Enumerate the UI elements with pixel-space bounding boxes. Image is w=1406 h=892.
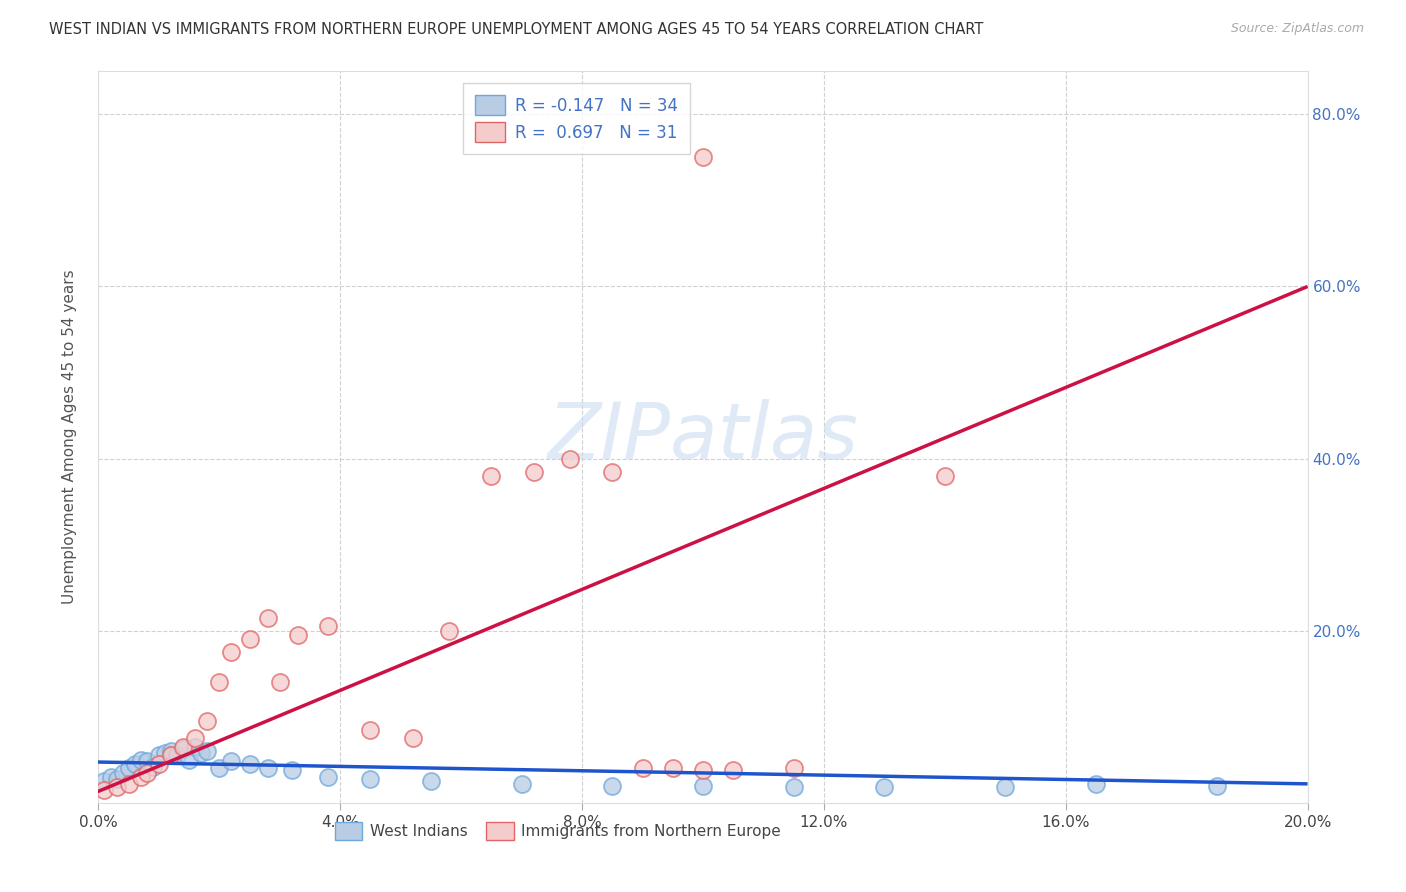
Point [190, 746, 212, 760]
Point [184, 731, 207, 746]
Point [148, 757, 170, 772]
Point [208, 761, 231, 775]
Point [172, 739, 194, 754]
Point [661, 761, 683, 775]
Point [558, 451, 581, 466]
Point [523, 465, 546, 479]
Point [420, 774, 443, 789]
Point [287, 628, 309, 642]
Text: Source: ZipAtlas.com: Source: ZipAtlas.com [1230, 22, 1364, 36]
Point [316, 619, 339, 633]
Point [124, 757, 146, 772]
Point [269, 675, 291, 690]
Point [135, 765, 157, 780]
Point [129, 753, 152, 767]
Point [281, 763, 304, 777]
Point [184, 739, 207, 754]
Point [111, 765, 134, 780]
Point [160, 748, 183, 763]
Point [179, 753, 201, 767]
Point [360, 772, 382, 786]
Point [118, 777, 141, 791]
Point [1206, 779, 1229, 793]
Point [239, 757, 262, 772]
Point [437, 624, 460, 638]
Point [631, 761, 654, 775]
Point [692, 150, 714, 164]
Point [316, 770, 339, 784]
Point [195, 714, 218, 728]
Y-axis label: Unemployment Among Ages 45 to 54 years: Unemployment Among Ages 45 to 54 years [62, 269, 77, 605]
Point [100, 770, 122, 784]
Point [105, 772, 128, 786]
Point [160, 744, 183, 758]
Point [153, 746, 176, 760]
Point [129, 770, 152, 784]
Point [93, 783, 115, 797]
Point [602, 465, 624, 479]
Point [135, 755, 157, 769]
Point [118, 761, 141, 775]
Legend: West Indians, Immigrants from Northern Europe: West Indians, Immigrants from Northern E… [329, 815, 787, 847]
Point [783, 761, 806, 775]
Point [166, 748, 188, 763]
Point [934, 468, 956, 483]
Point [481, 468, 503, 483]
Point [208, 675, 231, 690]
Point [221, 755, 243, 769]
Point [692, 763, 714, 777]
Point [402, 731, 425, 746]
Point [994, 780, 1017, 795]
Point [360, 723, 382, 737]
Point [221, 645, 243, 659]
Point [256, 611, 278, 625]
Point [1085, 777, 1108, 791]
Point [873, 780, 896, 795]
Point [93, 774, 115, 789]
Point [105, 780, 128, 795]
Point [148, 748, 170, 763]
Point [723, 763, 745, 777]
Point [256, 761, 278, 775]
Point [142, 759, 165, 773]
Point [239, 632, 262, 647]
Point [602, 779, 624, 793]
Point [692, 779, 714, 793]
Text: ZIPatlas: ZIPatlas [547, 399, 859, 475]
Point [783, 780, 806, 795]
Point [510, 777, 533, 791]
Point [172, 742, 194, 756]
Point [195, 744, 218, 758]
Text: WEST INDIAN VS IMMIGRANTS FROM NORTHERN EUROPE UNEMPLOYMENT AMONG AGES 45 TO 54 : WEST INDIAN VS IMMIGRANTS FROM NORTHERN … [49, 22, 984, 37]
